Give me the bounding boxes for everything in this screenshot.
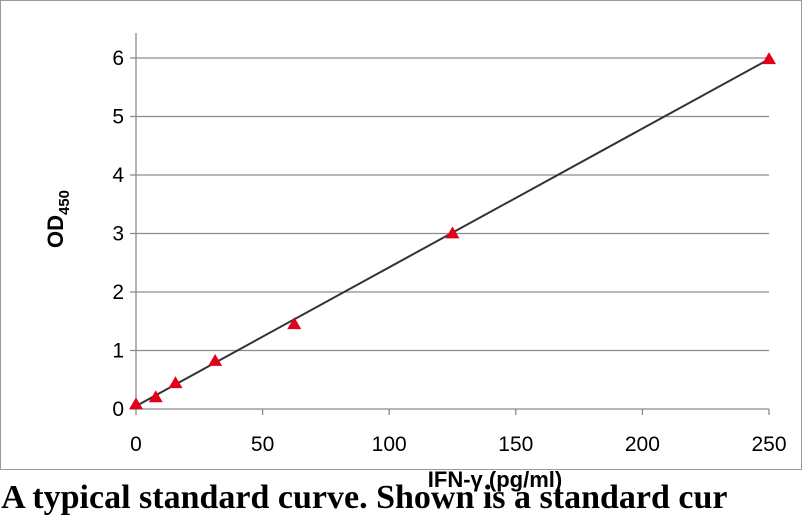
y-tick-label: 4 <box>112 164 124 187</box>
data-point-triangle <box>168 376 183 389</box>
y-tick-label: 3 <box>112 223 124 246</box>
y-tick-label: 5 <box>112 106 124 129</box>
figure-caption: . A typical standard curve. Shown is a s… <box>0 479 728 516</box>
y-axis-label-subscript: 450 <box>56 190 73 215</box>
x-tick-label: 50 <box>251 433 274 456</box>
y-tick-label: 2 <box>112 281 124 304</box>
x-tick-label: 200 <box>625 433 660 456</box>
data-point-triangle <box>762 52 776 65</box>
x-tick-label: 150 <box>498 433 533 456</box>
x-tick-label: 0 <box>130 433 142 456</box>
data-point-triangle <box>129 397 143 410</box>
chart-plot: 0 1 2 3 4 5 6 0 50 100 150 200 250 OD450 <box>43 33 787 456</box>
data-point-triangle <box>208 354 223 366</box>
y-axis-label-main: OD <box>43 215 68 248</box>
chart-frame: 0 1 2 3 4 5 6 0 50 100 150 200 250 OD450 <box>0 0 802 470</box>
x-tick-label: 100 <box>372 433 407 456</box>
y-tick-label: 1 <box>112 340 124 363</box>
data-point-triangle <box>148 390 163 403</box>
y-tick-label: 6 <box>112 47 124 70</box>
x-tick-label: 250 <box>751 433 786 456</box>
y-tick-label: 0 <box>112 398 124 421</box>
x-axis-label: IFN-γ (pg/ml) <box>427 467 563 492</box>
data-point-triangle <box>287 317 302 330</box>
y-axis-label: OD450 <box>43 190 73 248</box>
data-point-triangle <box>445 226 460 239</box>
